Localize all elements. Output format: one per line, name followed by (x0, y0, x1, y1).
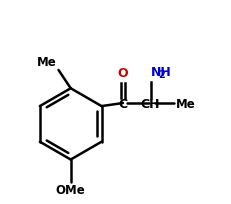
Text: O: O (118, 66, 128, 79)
Text: OMe: OMe (56, 183, 85, 196)
Text: CH: CH (141, 97, 160, 110)
Text: 2: 2 (158, 70, 165, 80)
Text: Me: Me (176, 97, 196, 110)
Text: NH: NH (150, 66, 171, 79)
Text: Me: Me (37, 56, 56, 69)
Text: C: C (118, 97, 128, 110)
